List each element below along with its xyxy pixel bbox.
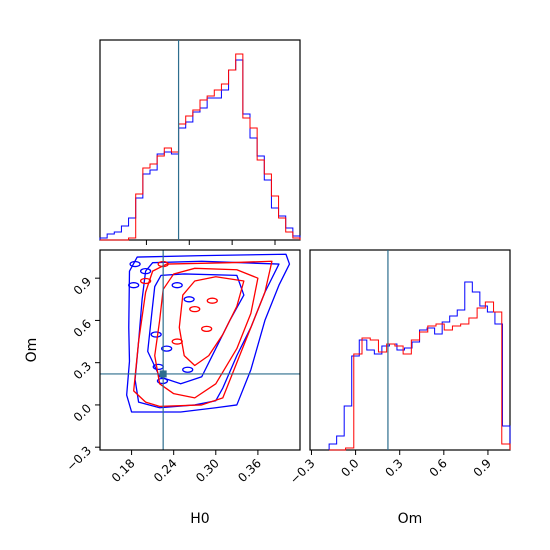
joint-contour-series_a-2 xyxy=(147,273,245,385)
om-hist-series_a xyxy=(328,281,511,450)
h0-hist-series_a xyxy=(99,59,301,240)
h0-om-joint-panel: 0.18 0.24 0.30 0.36 −0.3 0.0 0.3 0.6 0.9 xyxy=(64,249,301,485)
om-hist-x-tick-label-1: 0.0 xyxy=(338,456,361,479)
joint-x-tick-label-2: 0.30 xyxy=(193,456,222,485)
joint-island-series_a-7 xyxy=(171,282,183,289)
om-hist-frame xyxy=(309,249,511,451)
joint-island-series_a-6 xyxy=(161,345,173,352)
joint-island-series_b-0 xyxy=(139,277,152,285)
joint-island-series_b-5 xyxy=(201,325,213,333)
joint-contours xyxy=(126,253,291,413)
joint-island-series_a-3 xyxy=(150,331,162,338)
joint-island-series_b-3 xyxy=(189,306,201,313)
joint-contour-series_b-0 xyxy=(133,260,273,407)
joint-island-series_a-5 xyxy=(156,377,169,385)
om-hist-x-tick-label-4: 0.9 xyxy=(471,456,494,479)
joint-island-series_b-2 xyxy=(171,338,183,345)
joint-x-tick-label-0: 0.18 xyxy=(109,456,138,485)
om-hist-series_b xyxy=(329,301,511,451)
joint-contour-series_b-1 xyxy=(154,267,259,399)
h0-hist-frame xyxy=(99,39,301,241)
joint-x-tick-label-1: 0.24 xyxy=(151,456,180,485)
joint-y-tick-label-0: −0.3 xyxy=(64,443,95,474)
joint-island-series_a-9 xyxy=(183,296,195,303)
joint-contour-series_a-0 xyxy=(126,253,291,413)
h0-hist-series_b xyxy=(100,53,301,241)
joint-frame xyxy=(99,249,301,451)
joint-y-tick-label-2: 0.3 xyxy=(71,359,94,382)
h0-histogram-panel xyxy=(99,39,301,245)
joint-island-series_a-8 xyxy=(182,366,194,373)
om-histogram-panel: −0.3 0.0 0.3 0.6 0.9 xyxy=(287,249,511,487)
joint-y-tick-label-1: 0.0 xyxy=(71,401,94,424)
joint-truth-marker xyxy=(159,370,167,378)
joint-y-tick-label-4: 0.9 xyxy=(71,274,94,297)
joint-xlabel: H0 xyxy=(190,511,209,527)
om-hist-x-tick-label-0: −0.3 xyxy=(287,456,318,487)
om-hist-xlabel: Om xyxy=(398,511,423,527)
joint-island-series_a-1 xyxy=(128,282,140,289)
om-hist-x-tick-label-3: 0.6 xyxy=(427,456,450,479)
joint-island-series_a-2 xyxy=(139,267,152,275)
joint-x-tick-label-3: 0.36 xyxy=(235,456,264,485)
joint-contour-series_b-2 xyxy=(178,276,245,367)
joint-island-series_a-0 xyxy=(129,260,141,268)
joint-y-tick-label-3: 0.6 xyxy=(71,317,94,340)
om-hist-x-tick-label-2: 0.3 xyxy=(382,456,405,479)
joint-ylabel: Om xyxy=(24,338,40,363)
joint-island-series_b-4 xyxy=(206,297,218,304)
